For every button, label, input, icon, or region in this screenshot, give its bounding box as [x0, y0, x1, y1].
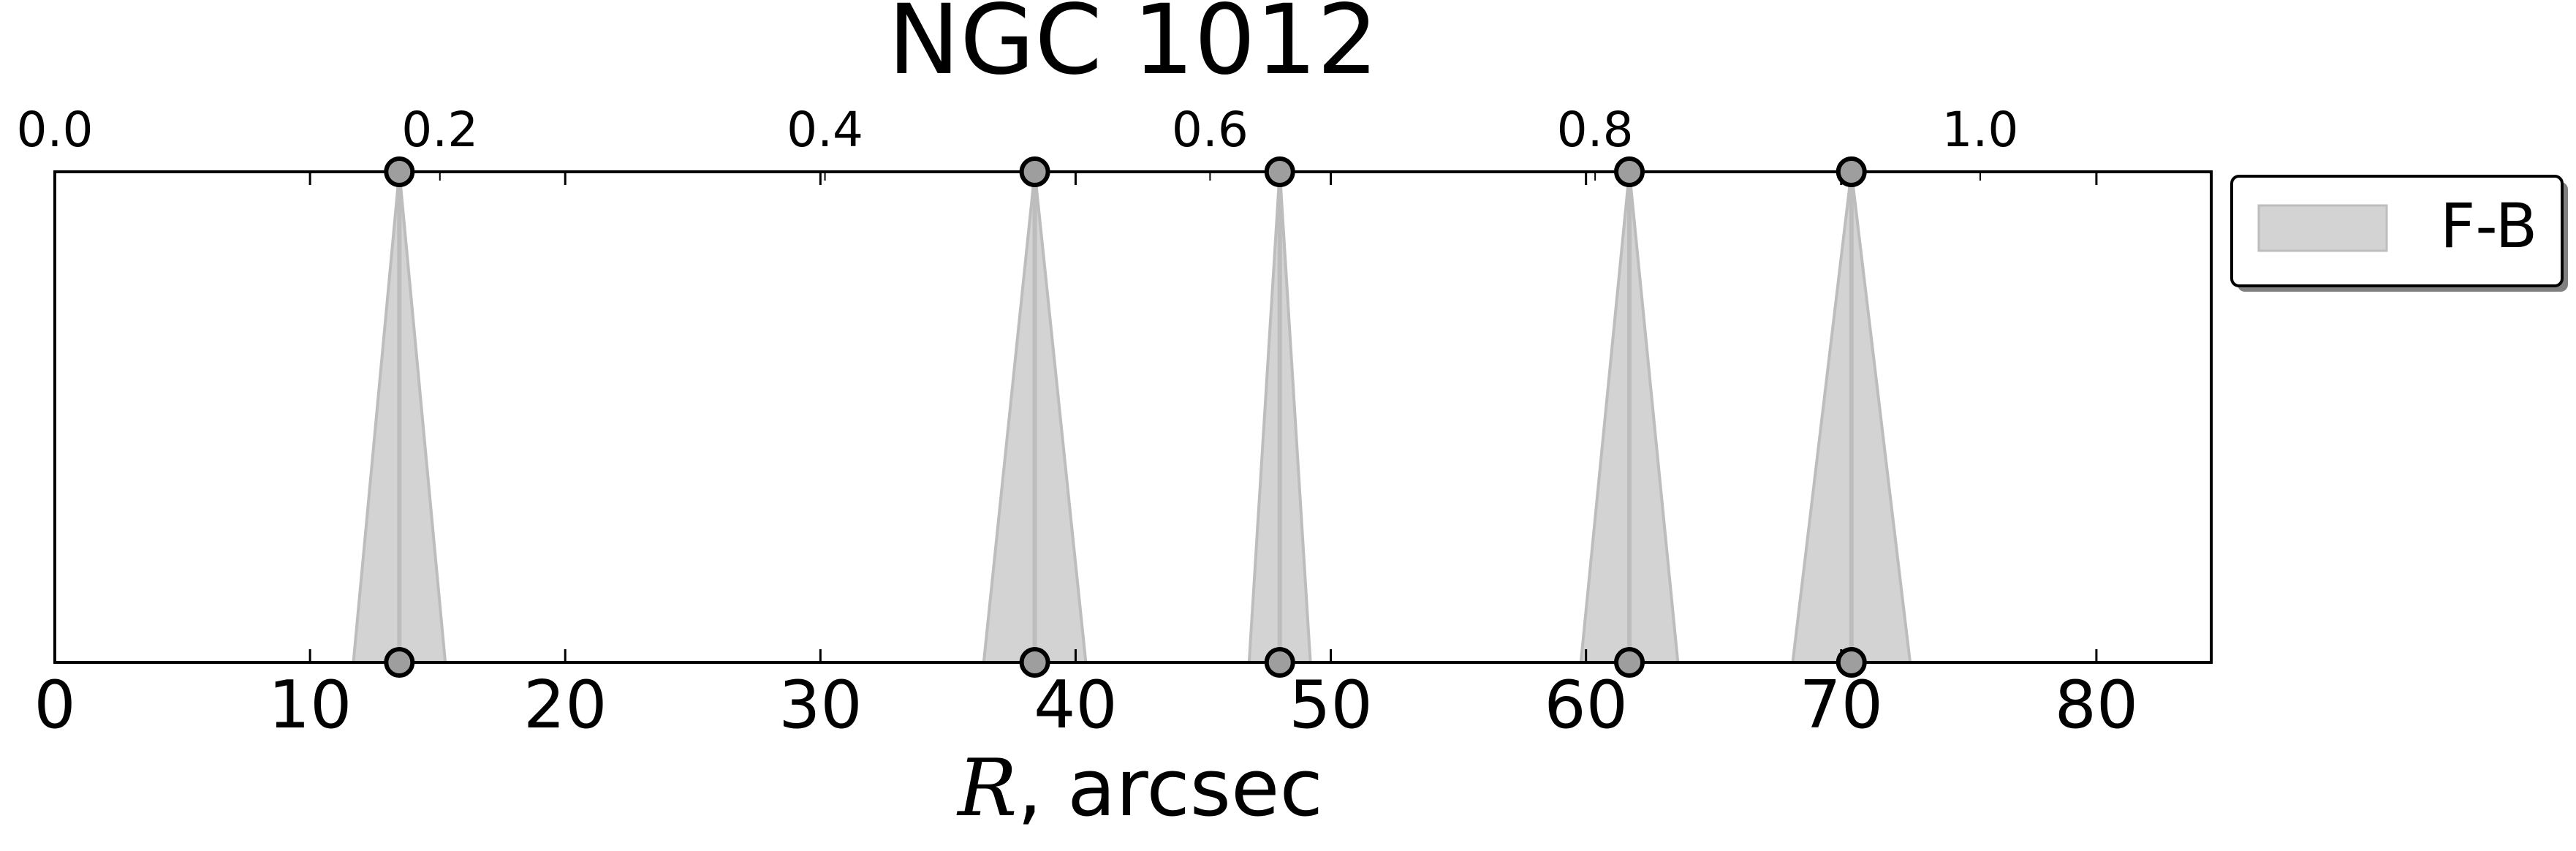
top-x-tick-label: 0.8	[1557, 102, 1634, 158]
peak-marker-top-2	[1019, 156, 1050, 187]
peak-marker-bottom-4	[1614, 647, 1645, 678]
x-tick-label: 40	[1034, 667, 1118, 744]
x-tick-label: 70	[1800, 667, 1884, 744]
x-tick-label: 50	[1289, 667, 1373, 744]
legend-swatch	[2257, 204, 2388, 252]
peak-marker-top-5	[1836, 156, 1867, 187]
x-tick-label: 80	[2055, 667, 2139, 744]
top-x-tick-label: 0.0	[17, 102, 94, 158]
peak-marker-top-1	[384, 156, 415, 187]
chart-title: NGC 1012	[887, 0, 1378, 97]
legend-label: F-B	[2440, 190, 2537, 262]
x-axis-label: R, arcsec	[956, 743, 1323, 834]
x-axis-label-variable: R	[956, 743, 1017, 834]
peak-marker-top-4	[1614, 156, 1645, 187]
x-tick-label: 20	[523, 667, 607, 744]
plot-area: 0 10 20 30 40 50 60 70 80 0.0 0.2 0.4 0.6 0.8 1.0	[17, 102, 2213, 744]
peak-marker-bottom-3	[1264, 647, 1295, 678]
axes-frame	[53, 170, 2213, 664]
peak-marker-bottom-5	[1836, 647, 1867, 678]
peak-marker-top-3	[1264, 156, 1295, 187]
x-tick-label: 60	[1544, 667, 1628, 744]
legend: F-B	[2230, 175, 2568, 292]
x-tick-label: 10	[268, 667, 352, 744]
peak-marker-bottom-1	[384, 647, 415, 678]
top-x-tick-label: 0.2	[401, 102, 478, 158]
top-x-tick-label: 0.6	[1172, 102, 1249, 158]
x-axis-label-unit: , arcsec	[1017, 743, 1322, 834]
legend-box	[2230, 175, 2564, 287]
top-x-tick-label: 1.0	[1942, 102, 2018, 158]
x-tick-label: 30	[779, 667, 863, 744]
x-tick-label: 0	[34, 667, 75, 744]
top-x-tick-label: 0.4	[787, 102, 863, 158]
peak-marker-bottom-2	[1019, 647, 1050, 678]
